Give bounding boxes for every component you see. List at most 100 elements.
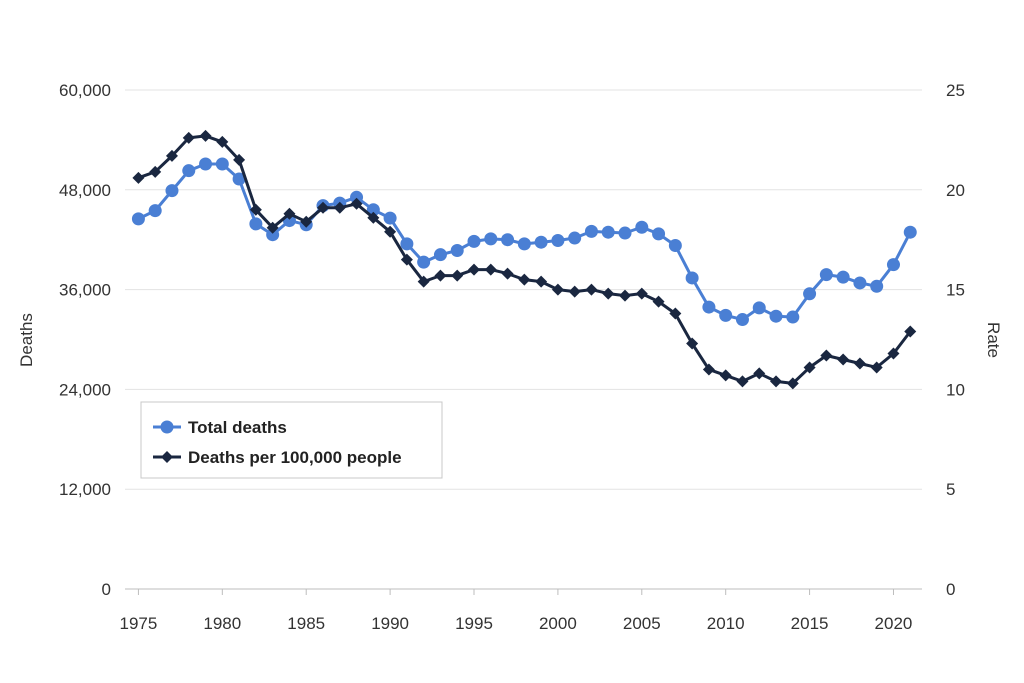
x-axis-ticks: 1975 1980 1985 1990 1995 2000 2005 2010 2015 2020 [120,589,912,633]
data-point-total-deaths [803,287,817,301]
data-point-total-deaths [836,270,850,284]
data-point-total-deaths [350,190,364,204]
x-tick-label: 2015 [791,614,829,633]
data-point-total-deaths [652,227,666,241]
data-point-total-deaths [131,212,145,226]
data-point-deaths-per-100-000-people [837,353,850,366]
x-tick-label: 2005 [623,614,661,633]
data-point-deaths-per-100-000-people [434,269,447,282]
x-tick-label: 1980 [203,614,241,633]
data-point-deaths-per-100-000-people [635,287,648,300]
data-point-deaths-per-100-000-people [300,215,313,228]
data-point-deaths-per-100-000-people [770,375,783,388]
data-point-deaths-per-100-000-people [686,337,699,350]
x-tick-label: 1995 [455,614,493,633]
data-point-total-deaths [601,225,615,239]
gridlines [125,89,922,590]
data-point-deaths-per-100-000-people [803,361,816,374]
data-point-total-deaths [618,226,632,240]
data-point-deaths-per-100-000-people [216,135,229,148]
legend-item-deaths-per-100000: Deaths per 100,000 people [153,448,402,467]
data-point-total-deaths [501,233,515,247]
data-point-total-deaths [433,248,447,262]
data-point-deaths-per-100-000-people [384,225,397,238]
series-layer [131,129,917,390]
data-point-total-deaths [366,203,380,217]
legend-box [140,401,443,479]
data-point-deaths-per-100-000-people [501,267,514,280]
data-point-deaths-per-100-000-people [417,275,430,288]
data-point-deaths-per-100-000-people [585,283,598,296]
data-point-total-deaths [182,164,196,178]
x-tick-label: 2000 [539,614,577,633]
legend-swatch-circle-marker [160,420,174,434]
data-point-deaths-per-100-000-people [484,263,497,276]
data-point-total-deaths [819,268,833,282]
legend-item-total-deaths: Total deaths [153,418,287,437]
data-point-total-deaths [417,255,431,269]
data-point-deaths-per-100-000-people [249,203,262,216]
data-point-total-deaths [886,258,900,272]
data-point-total-deaths [450,244,464,258]
data-point-deaths-per-100-000-people [316,201,329,214]
data-point-deaths-per-100-000-people [568,285,581,298]
data-point-deaths-per-100-000-people [719,369,732,382]
right-tick-label: 5 [946,480,955,499]
data-point-total-deaths [735,313,749,327]
legend-swatch-diamond-marker [161,451,173,463]
data-point-deaths-per-100-000-people [619,289,632,302]
left-tick-label: 60,000 [59,81,111,100]
data-point-deaths-per-100-000-people [333,201,346,214]
x-tick-label: 2010 [707,614,745,633]
data-point-deaths-per-100-000-people [853,357,866,370]
data-point-deaths-per-100-000-people [367,211,380,224]
data-point-deaths-per-100-000-people [518,273,531,286]
data-point-total-deaths [199,157,213,171]
data-point-total-deaths [551,234,565,248]
data-point-total-deaths [685,271,699,285]
data-point-deaths-per-100-000-people [904,325,917,338]
x-tick-label: 1990 [371,614,409,633]
data-point-deaths-per-100-000-people [199,129,212,142]
data-point-deaths-per-100-000-people [149,165,162,178]
data-point-total-deaths [719,308,733,322]
data-point-total-deaths [752,301,766,315]
right-axis-ticks: 0 5 10 15 20 25 [946,81,965,599]
data-point-total-deaths [635,220,649,234]
left-tick-label: 0 [102,580,111,599]
left-axis-title: Deaths [17,313,36,367]
legend-label: Total deaths [188,418,287,437]
right-axis-title: Rate [984,322,1003,358]
data-point-deaths-per-100-000-people [786,377,799,390]
left-tick-label: 12,000 [59,480,111,499]
right-tick-label: 25 [946,81,965,100]
data-point-deaths-per-100-000-people [870,361,883,374]
data-point-deaths-per-100-000-people [182,131,195,144]
data-point-total-deaths [517,237,531,251]
data-point-total-deaths [400,237,414,251]
data-point-deaths-per-100-000-people [132,171,145,184]
data-point-deaths-per-100-000-people [820,349,833,362]
data-point-total-deaths [534,235,548,249]
data-point-deaths-per-100-000-people [652,295,665,308]
right-tick-label: 0 [946,580,955,599]
data-point-total-deaths [215,157,229,171]
right-tick-label: 10 [946,380,965,399]
data-point-total-deaths [165,184,179,198]
left-tick-label: 24,000 [59,380,111,399]
data-point-total-deaths [232,172,246,186]
data-point-deaths-per-100-000-people [283,207,296,220]
data-point-deaths-per-100-000-people [602,287,615,300]
data-point-total-deaths [870,279,884,293]
data-point-deaths-per-100-000-people [165,149,178,162]
data-point-total-deaths [702,300,716,314]
data-point-deaths-per-100-000-people [233,153,246,166]
x-tick-label: 1985 [287,614,325,633]
left-tick-label: 36,000 [59,281,111,300]
legend-label: Deaths per 100,000 people [188,448,402,467]
data-point-deaths-per-100-000-people [400,253,413,266]
right-tick-label: 15 [946,281,965,300]
data-point-deaths-per-100-000-people [451,269,464,282]
data-point-total-deaths [903,225,917,239]
